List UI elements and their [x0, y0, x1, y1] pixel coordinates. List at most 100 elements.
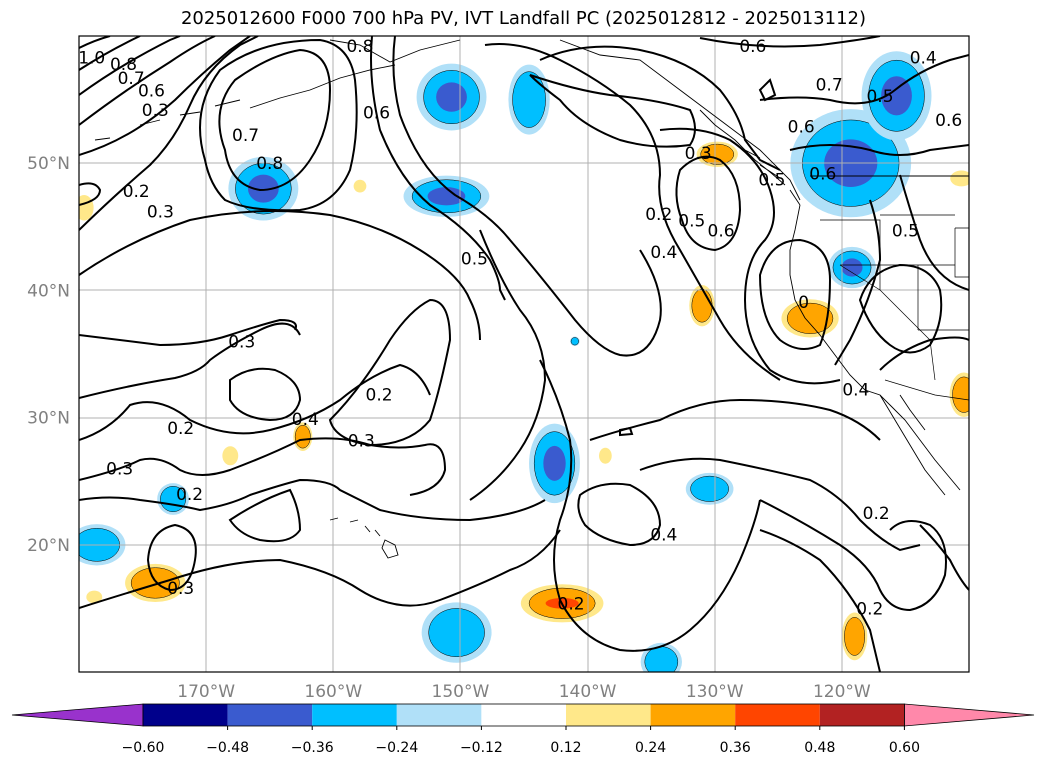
ivt-shaded-region — [529, 423, 580, 504]
ivt-shade-core — [543, 445, 566, 481]
contour-line — [858, 263, 943, 354]
pv-contours — [79, 36, 969, 672]
contour-label: 0.4 — [910, 49, 937, 69]
contour-label: 0.2 — [176, 485, 203, 505]
colorbar-tick-label: −0.12 — [460, 740, 503, 756]
north-america-west-coast — [789, 204, 961, 491]
ivt-shade-mid — [700, 143, 735, 165]
contour-line — [79, 182, 102, 206]
ivt-shaded-region — [79, 195, 94, 221]
contour-line — [539, 45, 781, 171]
ivt-shade-outer — [222, 446, 239, 466]
contour-label: 0.3 — [348, 431, 375, 451]
ivt-shaded-region — [841, 612, 868, 661]
contour-label-layer: 1.0 0.80.70.60.30.80.60.70.80.20.30.50.30… — [78, 37, 962, 619]
contour-label: 0.2 — [558, 594, 585, 614]
colorbar-frame — [142, 703, 905, 727]
colorbar-segment — [735, 704, 820, 726]
contour-line — [79, 437, 447, 496]
contour-label: 0.8 — [110, 55, 137, 75]
contour-line — [370, 36, 506, 301]
baja-coast — [879, 394, 946, 496]
contour-label: 0.2 — [366, 386, 393, 406]
contour-label: 0.2 — [645, 205, 672, 225]
coastlines-and-borders — [94, 39, 969, 559]
contour-label: 0.7 — [118, 69, 145, 89]
alaska-coast — [249, 39, 801, 201]
colorbar-arrow-right — [904, 703, 1035, 727]
contour-line — [79, 478, 546, 522]
contour-label: 0.2 — [856, 599, 883, 619]
colorbar-arrow-left — [11, 703, 144, 727]
ivt-shaded-region — [949, 372, 969, 417]
colorbar-segment — [481, 704, 566, 726]
contour-label: 0.2 — [863, 504, 890, 524]
colorbar-segment — [143, 704, 228, 726]
contour-line — [79, 322, 301, 399]
colorbar-tick-label: 0.24 — [635, 740, 666, 756]
contour-line — [834, 199, 882, 366]
contour-label: 0.5 — [866, 87, 893, 107]
colorbar-tick-label: 0.12 — [550, 740, 581, 756]
colorbar-tick-label: −0.24 — [375, 740, 418, 756]
lon-tick-label: 150°W — [432, 682, 490, 702]
ivt-shade-core — [881, 76, 912, 116]
contour-line — [79, 36, 181, 96]
ivt-shade-mid — [130, 567, 180, 599]
ivt-shade-mid — [294, 424, 311, 449]
lat-tick-label: 30°N — [27, 409, 70, 429]
contour-line — [146, 523, 197, 592]
ivt-shade-core — [247, 174, 279, 203]
ivt-shade-mid — [690, 475, 729, 502]
contour-line — [392, 36, 662, 357]
ivt-shade-core — [841, 258, 863, 277]
contour-line — [758, 78, 777, 102]
ivt-shaded-region — [125, 563, 186, 603]
contour-line — [79, 210, 481, 341]
contour-line — [539, 359, 761, 652]
contour-label: 0.6 — [138, 82, 165, 102]
contour-label: 0.5 — [892, 222, 919, 242]
contour-label: 0.5 — [758, 171, 785, 191]
contour-label: 0 — [798, 293, 809, 313]
lat-tick-label: 40°N — [27, 281, 70, 301]
contour-line — [79, 529, 561, 609]
contour-line — [79, 363, 431, 441]
contour-line — [79, 36, 259, 231]
ivt-shaded-region — [508, 64, 550, 135]
contour-label: 1.0 — [78, 49, 105, 69]
ivt-shade-mid — [512, 71, 546, 128]
ivt-shaded-region — [86, 590, 103, 604]
ivt-shade-outer — [86, 590, 103, 604]
contour-label: 0.7 — [232, 126, 259, 146]
contour-label: 0.3 — [147, 203, 174, 223]
lon-tick-label: 160°W — [304, 682, 362, 702]
contour-label: 0.4 — [292, 410, 319, 430]
ivt-shaded-region — [599, 447, 612, 464]
contour-line — [79, 36, 111, 49]
latitude-tick-labels: 50°N 40°N 30°N 20°N — [27, 154, 70, 556]
contour-label: 0.4 — [650, 243, 677, 263]
contour-label: 0.3 — [228, 332, 255, 352]
ivt-shade-core — [436, 82, 467, 112]
ivt-shaded-region — [222, 446, 239, 466]
ivt-shaded-region — [640, 642, 682, 672]
contour-line — [699, 36, 881, 48]
ivt-shaded-region — [228, 156, 299, 221]
contour-line — [919, 524, 969, 591]
ivt-shade-mid — [570, 337, 579, 346]
ivt-shade-outer — [79, 195, 94, 221]
colorbar-tick-label: −0.36 — [291, 740, 334, 756]
colorbar-segment — [566, 704, 651, 726]
ivt-shade-outer — [950, 170, 969, 187]
longitude-tick-labels: 170°W 160°W 150°W 140°W 130°W 120°W — [177, 682, 871, 702]
ivt-shaded-region — [570, 336, 580, 347]
ivt-shade-mid — [786, 302, 834, 334]
contour-label: 0.6 — [363, 103, 390, 123]
contour-line — [228, 488, 302, 543]
gridlines — [79, 36, 969, 672]
contour-label: 0.3 — [142, 101, 169, 121]
contour-line — [619, 426, 634, 437]
ivt-shaded-region — [685, 472, 734, 505]
